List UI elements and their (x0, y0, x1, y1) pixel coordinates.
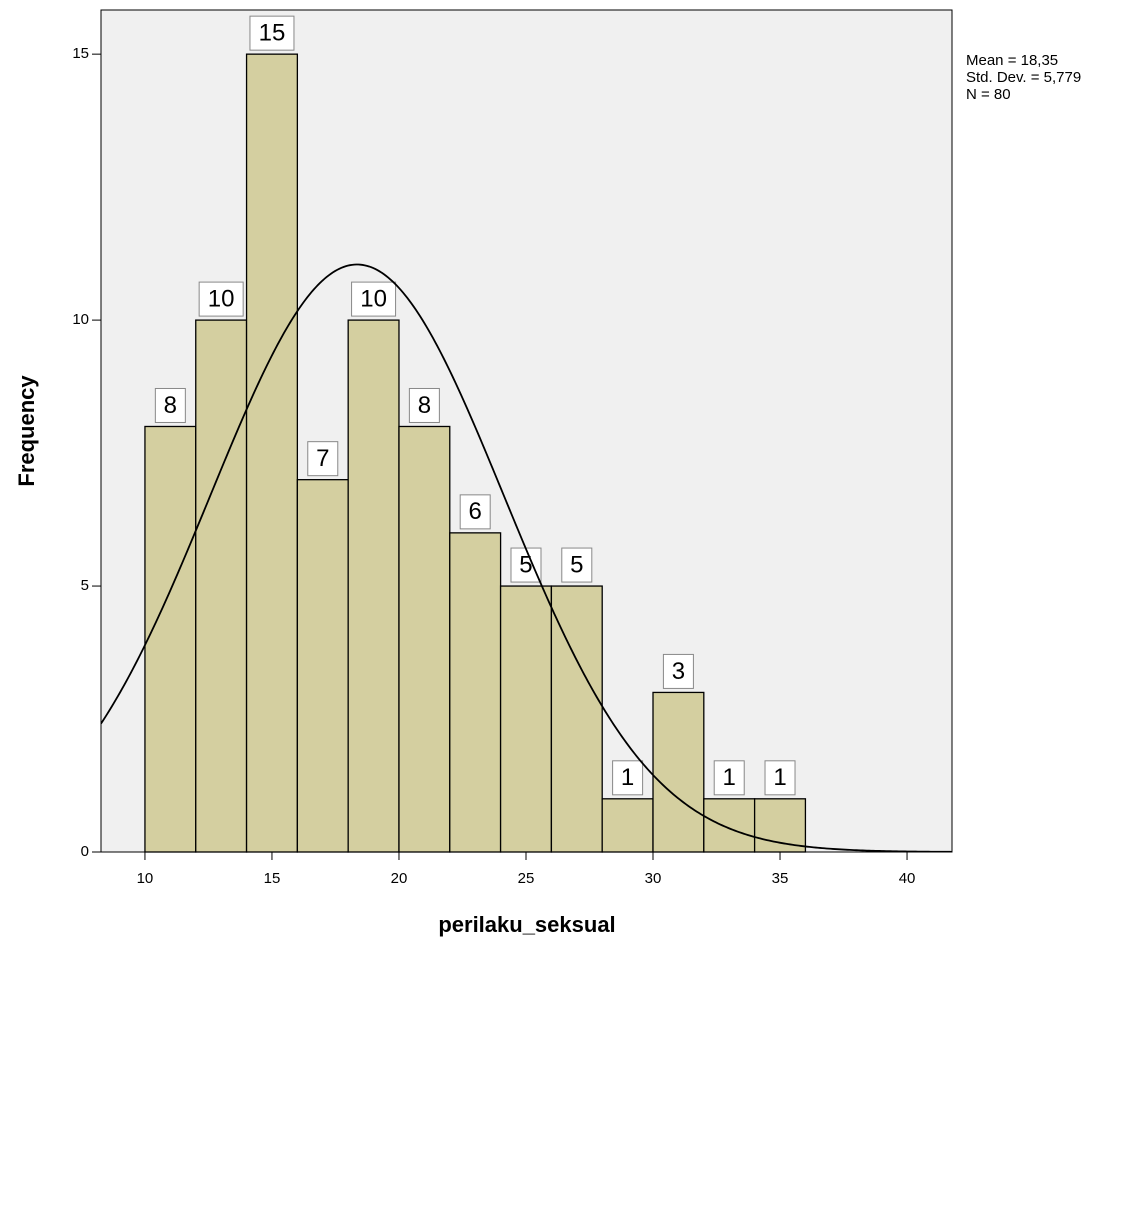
bar (449, 532, 502, 853)
x-tick-label: 15 (264, 870, 281, 887)
data-label-box (408, 387, 440, 423)
y-tick-label: 5 (81, 577, 89, 594)
bar (144, 425, 197, 853)
stat-n: N = 80 (966, 86, 1011, 103)
data-label-box (198, 281, 244, 317)
data-label: 5 (519, 551, 532, 578)
data-label-box (561, 547, 593, 583)
y-axis-label: Frequency (14, 375, 39, 487)
x-tick-label: 10 (137, 870, 154, 887)
x-axis-label: perilaku_seksual (438, 912, 615, 937)
data-label-box (713, 760, 745, 796)
bar (652, 691, 705, 853)
bar (398, 425, 451, 853)
data-label: 10 (208, 285, 235, 312)
data-label: 8 (418, 392, 431, 419)
bar (550, 585, 603, 853)
data-label: 8 (164, 392, 177, 419)
data-label: 5 (570, 551, 583, 578)
bar (347, 319, 400, 853)
data-label-box (662, 653, 694, 689)
data-label: 10 (360, 285, 387, 312)
bar (753, 798, 807, 853)
x-tick-label: 25 (518, 870, 535, 887)
bar (601, 798, 654, 853)
y-tick-label: 10 (72, 311, 89, 328)
bar (195, 319, 248, 853)
data-label: 6 (469, 498, 482, 525)
x-tick-label: 40 (899, 870, 916, 887)
data-label: 1 (621, 764, 634, 791)
x-tick-label: 35 (772, 870, 789, 887)
bar (245, 53, 299, 853)
data-label-box (612, 760, 644, 796)
y-tick-label: 0 (81, 843, 89, 860)
data-label-box (307, 441, 339, 477)
x-tick-label: 20 (391, 870, 408, 887)
bar (499, 585, 553, 853)
bar (296, 479, 349, 853)
data-label-box (510, 547, 542, 583)
y-tick-label: 15 (72, 45, 89, 62)
data-label: 1 (723, 764, 736, 791)
data-label: 7 (316, 445, 329, 472)
data-label-box (459, 494, 491, 530)
data-label-box (351, 281, 397, 317)
data-label: 3 (672, 658, 685, 685)
data-label-box (764, 760, 796, 796)
data-label: 15 (259, 19, 286, 46)
bar (703, 798, 756, 853)
stat-mean: Mean = 18,35 (966, 52, 1058, 69)
x-tick-label: 30 (645, 870, 662, 887)
data-label: 1 (773, 764, 786, 791)
stat-std-dev: Std. Dev. = 5,779 (966, 69, 1081, 86)
data-label-box (249, 15, 295, 51)
normal-curve (101, 263, 952, 852)
data-label-box (154, 387, 186, 423)
